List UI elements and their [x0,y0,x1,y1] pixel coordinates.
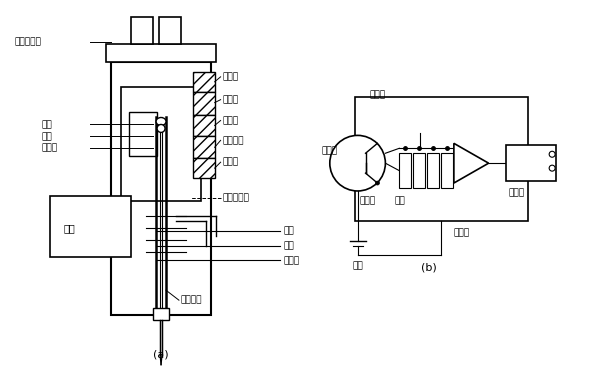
Bar [131,17,153,44]
Text: 收集极: 收集极 [223,95,239,104]
Text: 空气扩散器: 空气扩散器 [223,193,249,202]
Text: 毛细管柱: 毛细管柱 [181,296,203,305]
Bar [193,115,215,136]
Bar [50,196,131,258]
Bar [413,153,425,188]
Bar [153,308,169,320]
Text: 隔阻: 隔阻 [394,196,405,205]
Text: 喷嘴: 喷嘴 [42,132,53,141]
Circle shape [376,181,379,185]
Text: (a): (a) [153,350,169,360]
Text: 发射极: 发射极 [359,196,376,205]
Bar [111,62,211,315]
Bar [427,153,439,188]
Polygon shape [454,143,489,183]
Text: 电源: 电源 [353,261,364,270]
Text: 绝缘子: 绝缘子 [223,72,239,81]
Text: 检测器筒体: 检测器筒体 [14,38,41,47]
Text: 及点火器: 及点火器 [223,136,244,145]
Bar [193,158,215,178]
Bar [193,136,215,158]
Bar [441,153,453,188]
Bar [193,72,215,92]
Bar [399,153,411,188]
Bar [159,17,181,44]
Text: (b): (b) [421,262,437,272]
Ellipse shape [156,118,166,126]
Text: 放大器: 放大器 [454,228,470,237]
Text: 火焰: 火焰 [42,120,53,129]
Circle shape [157,124,165,132]
Circle shape [549,165,555,171]
Text: 氢气: 氢气 [283,241,294,250]
Text: 空气: 空气 [283,226,294,235]
Text: 记录器: 记录器 [508,188,525,197]
Bar [106,44,215,62]
Text: 离子室: 离子室 [322,147,338,156]
Text: 绝缘子: 绝缘子 [42,144,58,153]
Bar [129,112,157,156]
Bar [506,145,556,181]
Text: 收集极: 收集极 [370,90,385,99]
Text: 尾吹气: 尾吹气 [283,256,299,265]
Circle shape [330,135,385,191]
Bar [193,92,215,115]
Text: 极化板: 极化板 [223,116,239,125]
Bar [355,97,528,221]
Text: 底座: 底座 [64,223,76,233]
Bar [122,87,201,201]
Text: 绝缘子: 绝缘子 [223,158,239,167]
Circle shape [549,151,555,157]
